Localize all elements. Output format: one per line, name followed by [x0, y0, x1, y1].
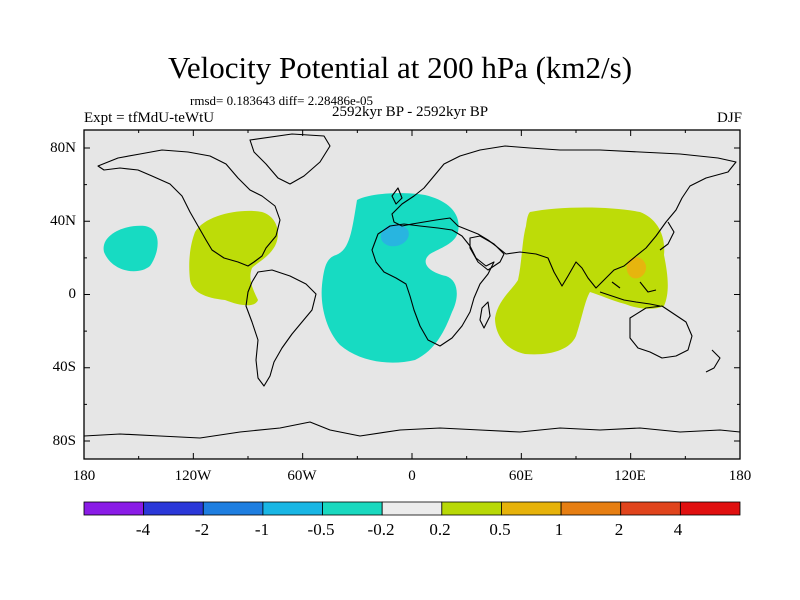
coastline-arabia [469, 235, 505, 271]
y-label-80s: 80S [52, 433, 76, 449]
colorbar-label-p2: 2 [614, 520, 624, 539]
colorbar-box [620, 501, 681, 516]
x-label-180e: 180 [728, 468, 752, 484]
coastline-greenland [249, 133, 331, 185]
coastlines [84, 133, 740, 439]
y-label-80n: 80N [50, 140, 76, 156]
colorbar-box [560, 501, 622, 516]
positive-anomaly-americas [189, 210, 278, 306]
positive-anomaly-core [626, 257, 647, 279]
coastline-north-america [97, 149, 281, 267]
x-label-60w: 60W [287, 468, 317, 484]
coastline-new-zealand [705, 349, 721, 373]
coastline-indonesia [599, 281, 661, 307]
negative-anomaly-core [380, 224, 409, 247]
x-label-120e: 120E [614, 468, 646, 484]
period-label: 2592kyr BP - 2592kyr BP [331, 104, 489, 120]
colorbar-box [679, 501, 741, 516]
x-label-60e: 60E [508, 468, 534, 484]
map-title: Velocity Potential at 200 hPa (km2/s) [167, 50, 633, 85]
colorbar-label-m2: -2 [194, 520, 210, 539]
colorbar-label-m05: -0.5 [307, 520, 335, 539]
colorbar-label-p4: 4 [673, 520, 683, 539]
colorbar-label-m1: -1 [254, 520, 270, 539]
colorbar-box [441, 501, 502, 516]
experiment-label: Expt = tfMdU-teWtU [84, 110, 215, 126]
colorbar-box [202, 501, 264, 516]
x-label-180w: 180 [72, 468, 96, 484]
negative-anomaly-central-pacific [103, 225, 158, 272]
y-label-40n: 40N [50, 213, 76, 229]
stats-text: rmsd= 0.183643 diff= 2.28486e-05 [190, 93, 374, 108]
colorbar-box [143, 501, 204, 516]
coastline-south-america [245, 269, 317, 387]
colorbar-box [83, 501, 145, 516]
coastline-uk [391, 187, 403, 205]
coastline-antarctica [84, 421, 740, 439]
x-label-0: 0 [408, 468, 416, 484]
colorbar-label-m02: -0.2 [367, 520, 395, 539]
y-label-0: 0 [68, 286, 77, 302]
colorbar-box [322, 501, 383, 516]
coastline-australia [629, 305, 693, 359]
season-label: DJF [716, 110, 742, 126]
x-label-120w: 120W [174, 468, 212, 484]
colorbar-box [262, 501, 323, 516]
coastline-japan [659, 221, 675, 251]
negative-anomaly-atlantic [321, 193, 459, 363]
positive-anomaly-asia-indian-ocean [495, 207, 668, 355]
colorbar-label-m4: -4 [135, 520, 151, 539]
colorbar-box [501, 501, 562, 516]
colorbar-box [381, 501, 443, 516]
colorbar-label-p02: 0.2 [429, 520, 451, 539]
colorbar-label-p05: 0.5 [489, 520, 511, 539]
axis-ticks [83, 130, 741, 459]
y-label-40s: 40S [52, 359, 76, 375]
coastline-africa [371, 223, 495, 347]
coastline-eurasia [391, 145, 737, 289]
coastline-madagascar [479, 301, 491, 329]
colorbar-label-p1: 1 [554, 520, 564, 539]
